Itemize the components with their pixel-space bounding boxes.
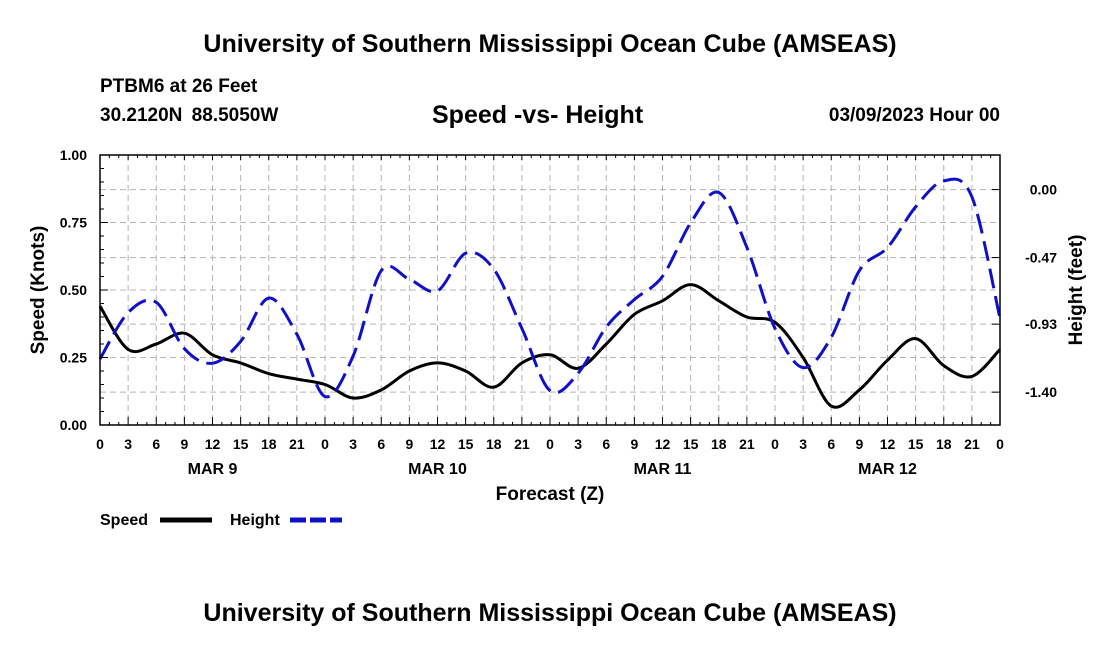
x-tick-label: 6	[377, 436, 385, 452]
axis-layer: 0 3 6 9 12 15 18 21 0 3 6 9 12 15 18 21 0 3 6 9 12 15 18 21 0 3 6 9…	[60, 147, 1057, 478]
x-tick-label: 9	[180, 436, 188, 452]
x-tick-label: 0	[546, 436, 554, 452]
y-tick-label: 1.00	[60, 147, 87, 163]
x-tick-label: 6	[152, 436, 160, 452]
x-tick-label: 12	[880, 436, 896, 452]
x-tick-label: 12	[205, 436, 221, 452]
x-tick-label: 0	[321, 436, 329, 452]
x-tick-label: 21	[964, 436, 980, 452]
main-title: University of Southern Mississippi Ocean…	[203, 30, 897, 58]
y2-tick-label: -0.47	[1025, 250, 1057, 266]
legend-label-height: Height	[230, 512, 280, 529]
x-tick-label: 15	[458, 436, 474, 452]
date-label: MAR 12	[858, 461, 917, 478]
x-tick-label: 6	[827, 436, 835, 452]
x-tick-label: 15	[683, 436, 699, 452]
legend: Speed Height	[100, 512, 342, 529]
x-tick-label: 3	[124, 436, 132, 452]
x-tick-label: 15	[908, 436, 924, 452]
x-tick-label: 3	[349, 436, 357, 452]
station-name: PTBM6 at 26 Feet	[100, 76, 258, 97]
y-tick-label: 0.00	[60, 417, 87, 433]
x-tick-label: 6	[602, 436, 610, 452]
x-tick-label: 21	[289, 436, 305, 452]
x-tick-label: 15	[233, 436, 249, 452]
chart-subtitle: Speed -vs- Height	[432, 101, 644, 129]
series-layer	[98, 177, 1002, 409]
y2-axis-title: Height (feet)	[1066, 235, 1087, 346]
x-tick-label: 0	[996, 436, 1004, 452]
x-tick-label: 9	[630, 436, 638, 452]
series-line-height	[98, 177, 1002, 399]
y-tick-label: 0.50	[60, 282, 87, 298]
x-tick-label: 21	[739, 436, 755, 452]
x-tick-label: 18	[486, 436, 502, 452]
series-line-speed	[98, 283, 1002, 409]
date-label: MAR 10	[408, 461, 467, 478]
x-axis-title: Forecast (Z)	[496, 484, 605, 505]
footer-title: University of Southern Mississippi Ocean…	[203, 599, 897, 627]
run-datetime: 03/09/2023 Hour 00	[828, 105, 1000, 126]
y2-tick-label: -1.40	[1025, 384, 1057, 400]
x-tick-label: 18	[261, 436, 277, 452]
x-tick-label: 3	[574, 436, 582, 452]
x-tick-label: 9	[405, 436, 413, 452]
x-tick-label: 12	[430, 436, 446, 452]
x-tick-label: 18	[936, 436, 952, 452]
y2-tick-label: -0.93	[1025, 316, 1057, 332]
date-label: MAR 11	[634, 461, 692, 478]
x-tick-label: 0	[771, 436, 779, 452]
y2-tick-label: 0.00	[1030, 182, 1057, 198]
legend-label-speed: Speed	[100, 512, 148, 529]
y-tick-label: 0.75	[60, 215, 87, 231]
date-label: MAR 9	[188, 461, 238, 478]
y-axis-title: Speed (Knots)	[28, 226, 49, 355]
y-tick-label: 0.25	[60, 350, 87, 366]
x-tick-label: 0	[96, 436, 104, 452]
x-tick-label: 3	[799, 436, 807, 452]
grid-layer	[100, 155, 1000, 425]
x-tick-label: 21	[514, 436, 530, 452]
x-tick-label: 12	[655, 436, 671, 452]
x-tick-label: 18	[711, 436, 727, 452]
x-tick-label: 9	[855, 436, 863, 452]
station-coordinates: 30.2120N 88.5050W	[100, 105, 279, 126]
